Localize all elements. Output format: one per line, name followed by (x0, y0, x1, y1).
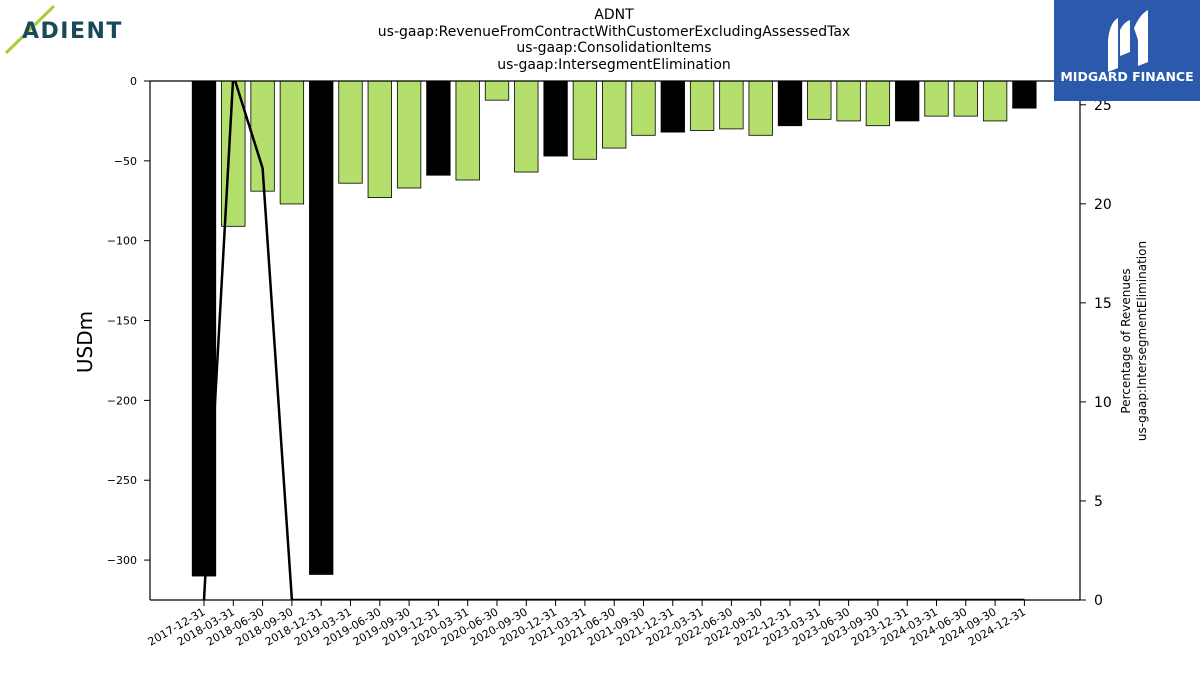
y-tick-label: −200 (107, 394, 137, 407)
bar-2024-12-31 (1012, 80, 1037, 109)
y-axis-label: USDm (73, 311, 97, 373)
bar-2021-06-30 (602, 80, 627, 149)
bars-group (191, 80, 1037, 577)
bar-2022-03-31 (689, 80, 715, 131)
chart-title-line1: ADNT (594, 7, 634, 23)
bar-2023-06-30 (836, 80, 861, 122)
bar-2021-03-31 (572, 80, 598, 160)
y-tick-label: −100 (107, 235, 137, 248)
bar-2021-12-31 (660, 80, 685, 133)
bar-2020-03-31 (455, 80, 480, 181)
bar-2019-12-31 (426, 80, 451, 176)
bar-2024-06-30 (953, 80, 978, 117)
y-tick-label: −150 (107, 315, 137, 328)
bar-2019-03-31 (338, 80, 363, 184)
bar-2020-06-30 (484, 80, 510, 101)
chart-title-line2: us-gaap:RevenueFromContractWithCustomerE… (377, 23, 851, 40)
y2-tick-label: 10 (1094, 395, 1112, 411)
y2-tick-label: 5 (1094, 494, 1103, 510)
y2-tick-label: 15 (1094, 296, 1112, 312)
midgard-logo-icon (1108, 10, 1148, 72)
midgard-finance-logo: MIDGARD FINANCE (1054, 0, 1200, 101)
midgard-logo-text: MIDGARD FINANCE (1060, 69, 1193, 84)
y2-axis-label-line2: us-gaap:IntersegmentElimination (1135, 241, 1149, 441)
bar-2024-03-31 (924, 80, 949, 117)
adient-logo-swoosh (4, 4, 56, 55)
y2-tick-label: 25 (1094, 98, 1112, 114)
bar-2022-12-31 (777, 80, 803, 127)
bar-2019-06-30 (367, 80, 392, 198)
y2-tick-label: 0 (1094, 593, 1103, 609)
y2-tick-label: 20 (1094, 197, 1112, 213)
y-tick-label: 0 (130, 75, 137, 88)
bar-2022-06-30 (719, 80, 744, 130)
bar-2023-09-30 (865, 80, 891, 127)
bar-2020-12-31 (543, 80, 568, 157)
y2-axis-label-line1: Percentage of Revenues (1119, 268, 1133, 413)
bar-2019-09-30 (396, 80, 422, 189)
bar-2024-09-30 (982, 80, 1008, 122)
adient-logo: ADIENT (4, 4, 123, 55)
chart-title-line3: us-gaap:ConsolidationItems (516, 40, 712, 56)
chart-title-line4: us-gaap:IntersegmentElimination (497, 56, 731, 73)
bar-2017-12-31 (191, 80, 217, 577)
y-tick-label: −50 (114, 155, 137, 168)
bar-2020-09-30 (514, 80, 539, 173)
bar-2021-09-30 (631, 80, 656, 136)
y-tick-label: −300 (107, 554, 137, 567)
bar-2018-12-31 (309, 80, 334, 575)
y-tick-label: −250 (107, 474, 137, 487)
bar-2022-09-30 (748, 80, 773, 136)
adient-logo-text: ADIENT (22, 19, 123, 44)
chart-title: ADNT us-gaap:RevenueFromContractWithCust… (300, 7, 928, 73)
bar-2023-12-31 (895, 80, 920, 122)
bar-2023-03-31 (807, 80, 832, 120)
bar-2018-09-30 (279, 80, 305, 205)
